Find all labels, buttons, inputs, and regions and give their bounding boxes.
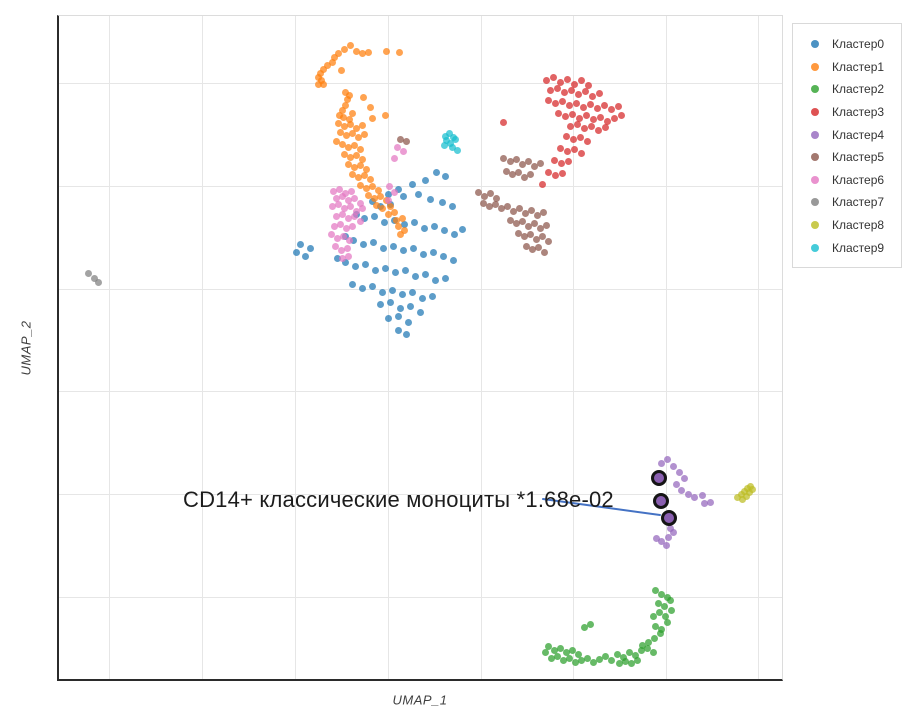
legend: Кластер0 Кластер1 Кластер2 Кластер3 Кластер4… <box>792 23 902 268</box>
legend-label: Кластер5 <box>832 150 885 165</box>
legend-label: Кластер6 <box>832 172 885 187</box>
legend-label: Кластер4 <box>832 127 885 142</box>
gridline-vertical <box>480 16 482 679</box>
legend-item-Кластер5: Кластер5 <box>793 146 901 169</box>
legend-item-Кластер4: Кластер4 <box>793 123 901 146</box>
legend-item-Кластер6: Кластер6 <box>793 169 901 192</box>
annotation-text: CD14+ классические моноциты *1.68e-02 <box>183 487 614 512</box>
gridline-horizontal <box>59 391 782 392</box>
y-axis-label: UMAP_2 <box>18 320 34 376</box>
legend-item-Кластер2: Кластер2 <box>793 78 901 101</box>
legend-marker-icon <box>811 175 819 184</box>
legend-item-Кластер7: Кластер7 <box>793 191 901 214</box>
legend-label: Кластер7 <box>832 195 885 210</box>
gridline-vertical <box>295 16 296 679</box>
legend-item-Кластер1: Кластер1 <box>793 56 901 79</box>
legend-label: Кластер2 <box>832 82 885 97</box>
legend-marker-icon <box>811 153 819 162</box>
legend-marker-icon <box>811 198 819 207</box>
legend-label: Кластер0 <box>832 37 885 52</box>
gridline-horizontal <box>59 493 782 495</box>
legend-label: Кластер9 <box>832 240 885 255</box>
gridline-horizontal <box>59 597 782 598</box>
gridline-vertical <box>573 16 574 679</box>
legend-marker-icon <box>811 40 819 49</box>
legend-item-Кластер0: Кластер0 <box>793 33 901 56</box>
gridline-vertical <box>665 16 667 679</box>
legend-label: Кластер8 <box>832 218 885 233</box>
legend-marker-icon <box>811 243 819 252</box>
legend-item-Кластер3: Кластер3 <box>793 101 901 124</box>
legend-item-Кластер8: Кластер8 <box>793 214 901 237</box>
gridline-vertical <box>109 16 110 679</box>
legend-label: Кластер1 <box>832 59 885 74</box>
legend-marker-icon <box>811 108 819 117</box>
gridline-horizontal <box>59 186 782 187</box>
legend-item-Кластер9: Кластер9 <box>793 236 901 259</box>
legend-marker-icon <box>811 130 819 139</box>
plot-area <box>57 15 783 681</box>
legend-marker-icon <box>811 62 819 71</box>
gridline-horizontal <box>59 83 782 84</box>
legend-marker-icon <box>811 221 819 230</box>
gridline-horizontal <box>59 288 782 290</box>
gridline-vertical <box>388 16 389 679</box>
legend-label: Кластер3 <box>832 105 885 120</box>
legend-marker-icon <box>811 85 819 94</box>
gridline-vertical <box>202 16 203 679</box>
gridline-vertical <box>758 16 759 679</box>
x-axis-label: UMAP_1 <box>392 692 448 708</box>
